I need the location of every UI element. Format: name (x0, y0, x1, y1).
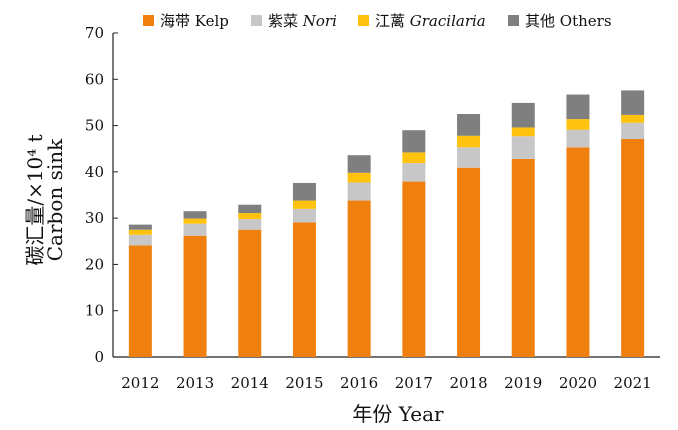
bar-nori-2012 (128, 234, 152, 246)
legend-label-nori: 紫菜 Nori (268, 12, 337, 30)
bar-others-2016 (347, 155, 371, 173)
x-tick-label: 2015 (285, 374, 323, 392)
x-tick-label: 2020 (559, 374, 597, 392)
legend-swatch-gracilaria (358, 15, 369, 26)
bar-others-2018 (457, 114, 481, 136)
bar-kelp-2020 (566, 147, 590, 357)
bar-others-2015 (292, 182, 316, 201)
bar-gracilaria-2012 (128, 229, 152, 235)
bar-kelp-2018 (457, 167, 481, 357)
x-tick-label: 2018 (449, 374, 487, 392)
bar-kelp-2014 (238, 229, 262, 357)
bar-kelp-2012 (128, 245, 152, 357)
bar-gracilaria-2017 (402, 152, 426, 164)
bar-others-2012 (128, 224, 152, 230)
y-axis-title-zh: 碳汇量/×10⁴ t (23, 134, 47, 265)
legend: 海带 Kelp 紫菜 Nori 江蓠 Gracilaria 其他 Others (143, 12, 612, 30)
bar-gracilaria-2020 (566, 119, 590, 130)
y-tick-label: 40 (85, 163, 104, 181)
bar-gracilaria-2018 (457, 135, 481, 148)
y-tick-label: 60 (85, 70, 104, 88)
y-tick-label: 70 (85, 24, 104, 42)
x-tick-label: 2021 (614, 374, 652, 392)
x-tick-label: 2016 (340, 374, 378, 392)
bar-gracilaria-2021 (621, 114, 645, 123)
y-axis-title-en: Carbon sink (43, 138, 67, 261)
bar-nori-2019 (511, 136, 535, 159)
bar-others-2013 (183, 211, 207, 219)
bar-nori-2016 (347, 182, 371, 201)
bar-gracilaria-2014 (238, 213, 262, 220)
legend-label-gracilaria: 江蓠 Gracilaria (375, 12, 486, 30)
legend-swatch-nori (251, 15, 262, 26)
bar-gracilaria-2019 (511, 127, 535, 137)
bar-gracilaria-2016 (347, 172, 371, 183)
y-tick-label: 30 (85, 209, 104, 227)
legend-label-others: 其他 Others (525, 12, 612, 30)
bar-others-2017 (402, 130, 426, 153)
y-tick-label: 10 (85, 302, 104, 320)
y-tick-label: 20 (85, 255, 104, 273)
bar-nori-2020 (566, 129, 590, 148)
legend-swatch-others (508, 15, 519, 26)
bar-nori-2017 (402, 163, 426, 182)
x-axis-title: 年份 Year (352, 402, 444, 426)
bar-gracilaria-2015 (292, 200, 316, 209)
y-tick-label: 0 (94, 348, 104, 366)
bar-nori-2021 (621, 122, 645, 139)
bar-others-2021 (621, 90, 645, 115)
bar-nori-2014 (238, 219, 262, 230)
legend-label-kelp: 海带 Kelp (160, 12, 229, 30)
bar-kelp-2017 (402, 181, 426, 357)
plot-area: 0 10 20 30 40 50 60 70 2012 2013 2014 2015 2016 2017 2… (85, 24, 660, 392)
bar-others-2019 (511, 102, 535, 128)
bar-others-2020 (566, 94, 590, 120)
bar-nori-2018 (457, 147, 481, 168)
bar-kelp-2016 (347, 200, 371, 357)
x-tick-label: 2019 (504, 374, 542, 392)
bar-gracilaria-2013 (183, 218, 207, 224)
x-tick-label: 2012 (121, 374, 159, 392)
bar-kelp-2015 (292, 222, 316, 357)
bar-kelp-2019 (511, 158, 535, 357)
bar-nori-2013 (183, 223, 207, 236)
bar-kelp-2013 (183, 235, 207, 357)
y-tick-label: 50 (85, 117, 104, 135)
legend-swatch-kelp (143, 15, 154, 26)
bar-nori-2015 (292, 208, 316, 223)
x-tick-label: 2013 (176, 374, 214, 392)
x-tick-label: 2017 (395, 374, 433, 392)
bar-others-2014 (238, 204, 262, 214)
x-tick-label: 2014 (231, 374, 269, 392)
bar-kelp-2021 (621, 138, 645, 357)
